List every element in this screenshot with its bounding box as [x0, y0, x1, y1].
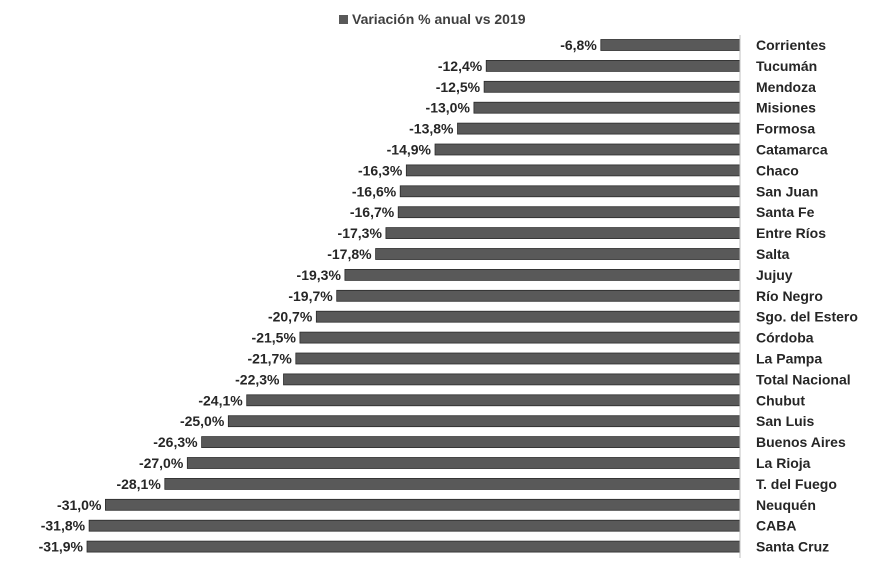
category-label: Córdoba — [756, 330, 814, 346]
bar — [457, 122, 741, 135]
bar — [399, 185, 741, 198]
category-label: CABA — [756, 518, 796, 534]
data-label: -13,0% — [426, 100, 471, 116]
category-label: Buenos Aires — [756, 434, 846, 450]
data-label: -14,9% — [387, 142, 432, 158]
data-label: -22,3% — [235, 371, 280, 387]
bar — [105, 498, 741, 511]
bar — [473, 101, 741, 114]
data-label: -12,5% — [436, 79, 481, 95]
data-label: -31,8% — [41, 518, 86, 534]
data-label: -12,4% — [438, 58, 483, 74]
bars-group — [86, 39, 741, 553]
data-label: -20,7% — [268, 309, 313, 325]
legend-label: Variación % anual vs 2019 — [352, 11, 526, 27]
data-label: -19,3% — [297, 267, 342, 283]
category-label: Neuquén — [756, 497, 816, 513]
category-label: Total Nacional — [756, 371, 851, 387]
bar — [483, 80, 741, 93]
bar — [295, 352, 741, 365]
bar — [88, 519, 741, 532]
data-label: -26,3% — [153, 434, 198, 450]
legend: Variación % anual vs 2019 — [339, 11, 526, 27]
bar — [385, 227, 741, 239]
legend-swatch — [339, 15, 348, 24]
category-label: Corrientes — [756, 37, 826, 53]
category-label: Río Negro — [756, 288, 823, 304]
data-label: -13,8% — [409, 121, 454, 137]
data-label: -27,0% — [139, 455, 184, 471]
category-label: La Pampa — [756, 351, 822, 367]
category-label: Chubut — [756, 392, 805, 408]
category-label: Santa Fe — [756, 204, 815, 220]
category-label: Mendoza — [756, 79, 816, 95]
bar — [186, 457, 741, 469]
category-label: Misiones — [756, 100, 816, 116]
category-label: San Juan — [756, 183, 818, 199]
category-label: La Rioja — [756, 455, 811, 471]
data-label: -19,7% — [288, 288, 333, 304]
data-label: -16,7% — [350, 204, 395, 220]
data-label: -6,8% — [560, 37, 597, 53]
value-labels: -6,8% -12,4% -12,5% -13,0% -13,8% -14,9% -16,3… — [39, 37, 598, 555]
data-label: -31,0% — [57, 497, 102, 513]
category-label: Catamarca — [756, 142, 828, 158]
bar — [315, 310, 741, 323]
category-label: Entre Ríos — [756, 225, 826, 241]
bar — [299, 331, 741, 344]
category-label: T. del Fuego — [756, 476, 837, 492]
category-label: Chaco — [756, 162, 799, 178]
category-label: Santa Cruz — [756, 539, 829, 555]
data-label: -24,1% — [198, 392, 243, 408]
bar — [86, 540, 741, 553]
category-labels: Corrientes Tucumán Mendoza Misiones Formosa C… — [756, 37, 858, 555]
bar — [485, 60, 741, 72]
bar — [201, 436, 741, 448]
data-label: -21,5% — [252, 330, 297, 346]
bar — [434, 143, 741, 156]
data-label: -16,3% — [358, 162, 403, 178]
data-label: -17,8% — [327, 246, 372, 262]
bar — [397, 206, 741, 219]
bar — [375, 248, 741, 260]
bar — [405, 164, 741, 177]
data-label: -21,7% — [247, 351, 292, 367]
data-label: -17,3% — [338, 225, 383, 241]
bar — [600, 39, 741, 51]
bar — [246, 394, 741, 407]
category-label: Sgo. del Estero — [756, 309, 858, 325]
data-label: -31,9% — [39, 539, 84, 555]
data-label: -28,1% — [116, 476, 161, 492]
bar — [164, 478, 741, 490]
category-label: Tucumán — [756, 58, 817, 74]
bar — [336, 289, 741, 302]
data-label: -16,6% — [352, 183, 397, 199]
category-label: Salta — [756, 246, 790, 262]
category-label: Jujuy — [756, 267, 793, 283]
data-label: -25,0% — [180, 413, 225, 429]
bar — [227, 415, 741, 428]
bar — [283, 373, 741, 386]
category-label: Formosa — [756, 121, 815, 137]
bar — [344, 269, 741, 281]
category-label: San Luis — [756, 413, 815, 429]
